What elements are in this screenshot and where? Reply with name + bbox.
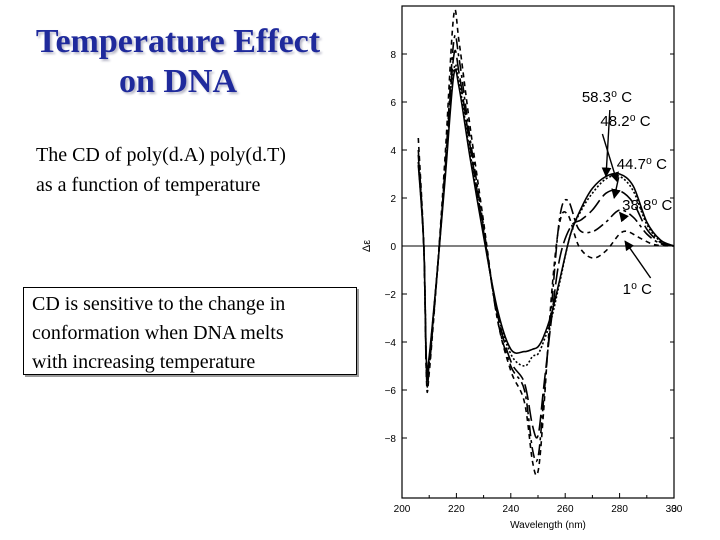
annotations-group: 58.3⁰ C 48.2⁰ C 44.7⁰ C 38.8⁰ C 1⁰ C: [582, 89, 673, 298]
slide-title: Temperature Effect on DNA: [0, 22, 356, 102]
subtitle-line: as a function of temperature: [36, 174, 261, 196]
slide-subtitle: The CD of poly(d.A) poly(d.T) as a funct…: [36, 140, 366, 200]
y-tick-label: 8: [390, 50, 396, 61]
annotation-arrow: [601, 133, 619, 183]
y-tick-label: −4: [385, 338, 397, 349]
annotation-arrow: [624, 240, 652, 279]
series-line: [417, 49, 675, 439]
x-tick-label: 280: [611, 504, 628, 515]
annotation-arrow: [611, 177, 621, 199]
annotation-label: 44.7⁰ C: [617, 156, 667, 173]
x-tick-label: 200: [394, 504, 411, 515]
annotation-label: 48.2⁰ C: [600, 113, 650, 130]
series-line: [417, 34, 675, 463]
note-line: with increasing temperature: [32, 351, 256, 373]
annotation-label: 1⁰ C: [623, 281, 653, 298]
annotation-arrow: [601, 109, 612, 178]
slide-title-line: Temperature Effect: [35, 23, 321, 60]
x-tick-label: 240: [502, 504, 519, 515]
y-tick-label: 6: [390, 98, 396, 109]
subtitle-line: The CD of poly(d.A) poly(d.T): [36, 144, 286, 166]
annotation-label: 58.3⁰ C: [582, 89, 632, 106]
series-line: [417, 8, 675, 476]
y-tick-label: 0: [390, 242, 396, 253]
y-tick-label: −2: [385, 290, 397, 301]
slide-title-line: on DNA: [118, 63, 238, 100]
y-tick-label: −6: [385, 386, 397, 397]
note-line: conformation when DNA melts: [32, 322, 284, 344]
y-tick-label: −8: [385, 434, 397, 445]
y-tick-label: 4: [390, 146, 396, 157]
note-box: CD is sensitive to the change in conform…: [23, 287, 357, 375]
x-tick-label: 3: [671, 504, 677, 515]
series-group: [417, 8, 675, 476]
x-tick-label: 300: [666, 504, 683, 515]
x-tick-label: 260: [557, 504, 574, 515]
annotation-arrow: [618, 211, 629, 223]
y-axis-label: Δε: [361, 240, 373, 252]
note-line: CD is sensitive to the change in: [32, 293, 286, 315]
x-axis-label: Wavelength (nm): [510, 520, 586, 531]
x-tick-label: 220: [448, 504, 465, 515]
annotation-label: 38.8⁰ C: [622, 197, 672, 214]
y-tick-label: 2: [390, 194, 396, 205]
